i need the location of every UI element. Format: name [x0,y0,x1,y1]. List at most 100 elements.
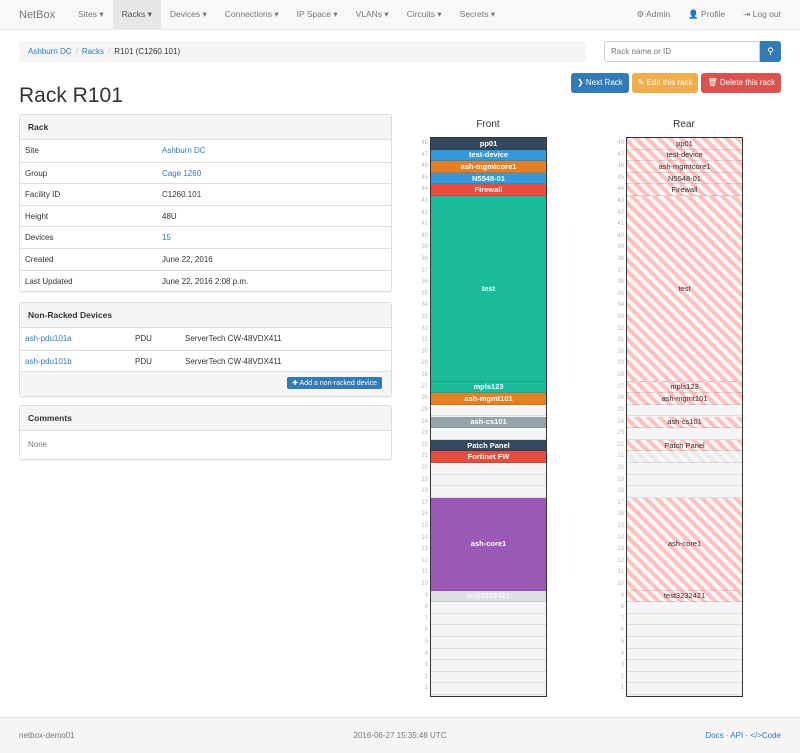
row-label: Group [25,168,48,178]
next-rack-button[interactable]: ❯ Next Rack [570,73,629,93]
rack-device-other-face[interactable] [627,451,742,463]
search-button[interactable]: ⚲ [760,41,781,62]
rack-device[interactable]: ash-core1 [627,497,742,591]
breadcrumb-racks[interactable]: Racks [81,47,105,56]
unit-label: 39 [421,244,428,251]
unit-label: 42 [421,209,428,216]
admin-link[interactable]: ⚙ Admin [636,9,671,19]
row-value[interactable]: Cage 1260 [162,168,202,178]
nav-item[interactable]: Sites ▾ [78,9,104,19]
nav-item[interactable]: Connections ▾ [224,9,279,19]
rack-unit[interactable] [627,637,742,649]
unit-label: 30 [421,348,428,355]
rack-unit[interactable] [431,649,546,661]
rack-unit[interactable] [627,475,742,487]
unit-label: 46 [617,163,624,170]
rack-unit[interactable] [627,405,742,417]
rack-device[interactable]: mpls123 [431,381,546,394]
breadcrumb-site[interactable]: Ashburn DC [28,47,72,56]
rack-device[interactable]: Patch Panel [431,439,546,452]
rack-device[interactable]: ash-mgmt101 [627,393,742,405]
rack-device[interactable]: pp01 [431,138,546,150]
nav-item[interactable]: VLANs ▾ [355,9,389,19]
rack-device[interactable]: ash-mgmtcore1 [627,161,742,173]
rack-device[interactable]: Fortinet FW [431,451,546,463]
edit-rack-button[interactable]: ✎ Edit this rack [631,73,699,93]
rack-unit[interactable] [627,463,742,475]
rack-device[interactable]: N5548-01 [627,172,742,185]
rack-unit[interactable] [431,672,546,684]
rack-device[interactable]: test [431,196,546,382]
rack-device[interactable]: Patch Panel [627,439,742,452]
brand-logo[interactable]: NetBox [19,8,56,21]
unit-label: 1 [424,685,428,692]
rack-device[interactable]: test-device [627,149,742,162]
rack-unit[interactable] [431,614,546,626]
rack-unit[interactable] [627,672,742,684]
rack-device[interactable]: Firewall [431,184,546,196]
unit-label: 28 [617,372,624,379]
footer-links[interactable]: Docs · API · </>Code [705,731,781,740]
unit-label: 8 [620,604,624,611]
nav-item[interactable]: Racks ▾ [112,0,161,29]
rack-unit[interactable] [627,428,742,440]
rack-device[interactable]: ash-cs101 [431,416,546,429]
rack-device[interactable]: test-device [431,149,546,162]
unit-label: 21 [421,453,428,460]
rack-device[interactable]: N5548-01 [431,172,546,185]
rack-unit[interactable] [627,660,742,672]
rack-unit[interactable] [627,625,742,637]
rack-unit[interactable] [431,660,546,672]
profile-link[interactable]: 👤 Profile [688,9,726,19]
unit-label: 27 [617,383,624,390]
rack-device[interactable]: pp01 [627,138,742,150]
delete-rack-button[interactable]: 🗑 Delete this rack [701,73,781,93]
device-link[interactable]: ash-pdu101b [25,356,72,366]
device-link[interactable]: ash-pdu101a [25,334,72,343]
rack-unit[interactable] [431,683,546,695]
unit-label: 17 [617,499,624,506]
nav-item[interactable]: Secrets ▾ [459,9,496,19]
row-value[interactable]: 15 [162,233,171,243]
rack-device[interactable]: Firewall [627,184,742,196]
unit-label: 21 [617,453,624,460]
rack-unit[interactable] [431,486,546,498]
row-value[interactable]: Ashburn DC [162,146,206,155]
rack-unit[interactable] [431,602,546,614]
rack-unit[interactable] [431,625,546,637]
rack-device[interactable]: test3232421 [431,590,546,603]
rack-unit[interactable] [627,649,742,661]
rack-device[interactable]: test [627,196,742,382]
table-row: Devices 15 [20,226,391,248]
rack-unit[interactable] [431,428,546,440]
rack-unit[interactable] [431,475,546,487]
rack-unit[interactable] [431,463,546,475]
nav-item[interactable]: Devices ▾ [169,9,207,19]
rack-device[interactable]: ash-cs101 [627,416,742,429]
rack-device[interactable]: ash-core1 [431,497,546,591]
rack-unit[interactable] [627,614,742,626]
rack-unit[interactable] [431,637,546,649]
rack-device[interactable]: ash-mgmtcore1 [431,161,546,173]
add-non-racked-device-button[interactable]: ✚ Add a non-racked device [287,377,382,390]
row-label: Last Updated [25,276,73,286]
unit-label: 2 [424,673,428,680]
search-icon: ⚲ [767,46,774,56]
rack-unit[interactable] [627,683,742,695]
unit-label: 15 [617,522,624,529]
rack-device[interactable]: ash-mgmt101 [431,393,546,405]
logout-link[interactable]: ⇥ Log out [743,9,781,19]
unit-label: 14 [421,534,428,541]
unit-label: 25 [617,406,624,413]
rack-panel: Rack Site Ashburn DC Group Cage 1260 Facilit… [19,114,392,293]
rack-unit[interactable] [627,486,742,498]
rack-unit[interactable] [627,602,742,614]
unit-label: 41 [421,221,428,228]
search-input[interactable] [604,41,760,62]
nav-item[interactable]: Circuits ▾ [406,9,442,19]
unit-label: 14 [617,534,624,541]
rack-device[interactable]: mpls123 [627,381,742,394]
nav-item[interactable]: IP Space ▾ [296,9,338,19]
rack-unit[interactable] [431,405,546,417]
rack-device[interactable]: test3232421 [627,590,742,603]
